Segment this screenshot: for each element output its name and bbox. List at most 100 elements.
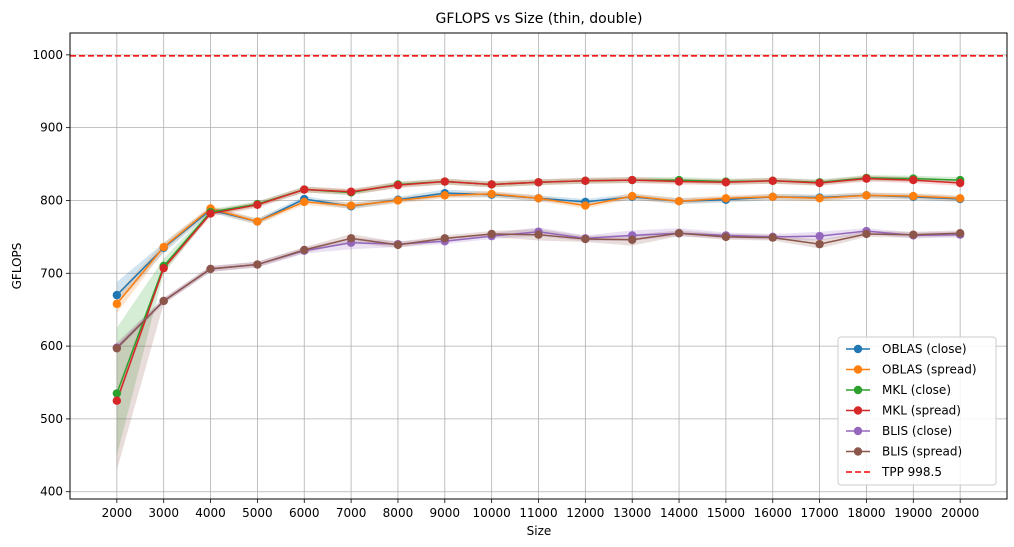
y-tick-label: 700 [40,266,63,280]
data-point [487,180,496,189]
x-tick-label: 8000 [383,506,414,520]
data-point [721,194,731,203]
data-point [112,299,122,309]
y-axis-label: GFLOPS [10,243,24,290]
data-point [909,175,918,185]
data-point [440,177,449,186]
legend-label: MKL (spread) [882,404,961,418]
x-tick-label: 7000 [336,506,367,520]
legend-label: BLIS (close) [882,424,952,438]
data-point [628,175,637,185]
data-point [206,264,215,274]
x-tick-label: 12000 [566,506,604,520]
data-point [534,230,543,239]
y-axis: 400 500 600 700 800 900 1000 [32,48,70,499]
x-tick-label: 2000 [102,506,133,520]
data-point [768,233,777,242]
legend-label: BLIS (spread) [882,445,962,459]
y-tick-label: 600 [40,339,63,353]
data-point [721,232,731,242]
data-point [581,176,590,186]
data-point [628,191,637,201]
data-point [581,234,590,244]
x-axis-label: Size [527,524,552,538]
y-tick-label: 1000 [32,48,63,62]
x-tick-label: 5000 [242,506,273,520]
data-point [862,229,871,239]
data-point [534,178,543,187]
x-tick-label: 17000 [801,506,839,520]
data-point [581,201,590,210]
data-point [206,209,215,218]
legend-box [837,336,997,486]
data-point [955,229,965,238]
x-tick-label: 16000 [754,506,792,520]
x-tick-label: 14000 [660,506,698,520]
data-point [768,176,777,186]
data-point [721,178,731,187]
data-point [300,197,309,207]
legend-label: TPP 998.5 [881,465,942,479]
x-tick-label: 20000 [941,506,979,520]
data-point [909,191,918,201]
data-point [628,235,637,244]
x-tick-label: 13000 [613,506,651,520]
data-point [300,245,309,255]
data-point [815,178,824,188]
data-point [955,194,965,203]
legend-marker [853,385,863,395]
data-point [440,234,449,243]
y-tick-label: 800 [40,193,63,207]
data-point [674,229,684,238]
x-tick-label: 9000 [430,506,461,520]
data-point [862,174,871,183]
data-point [346,234,356,243]
x-tick-label: 11000 [519,506,557,520]
y-tick-label: 500 [40,412,63,426]
data-point [815,239,824,249]
data-point [815,194,824,203]
x-tick-label: 19000 [894,506,932,520]
y-tick-label: 900 [40,121,63,135]
data-point [346,201,356,210]
data-point [487,189,496,199]
x-tick-label: 6000 [289,506,320,520]
data-point [253,200,262,210]
data-point [862,191,871,200]
data-point [487,229,496,239]
legend-label: OBLAS (spread) [882,363,977,377]
x-tick-label: 3000 [148,506,179,520]
data-point [159,296,168,306]
legend-marker [853,344,863,354]
data-point [815,231,824,241]
data-point [159,263,168,273]
x-tick-label: 4000 [195,506,226,520]
data-point [346,187,356,196]
data-point [159,242,168,252]
x-tick-label: 18000 [847,506,885,520]
data-point [393,196,403,205]
data-point [440,191,449,200]
series-points [112,173,965,405]
data-point [534,194,543,203]
legend-label: OBLAS (close) [882,342,967,356]
grid [70,33,1007,499]
legend-marker [853,447,863,456]
data-point [393,180,403,190]
data-point [909,230,918,239]
legend-marker [853,365,863,374]
legend: OBLAS (close) OBLAS (spread) MKL (close) MK… [837,336,997,486]
data-point [253,217,262,226]
data-point [112,290,122,300]
data-point [112,396,122,405]
data-point [112,389,122,398]
x-tick-label: 15000 [707,506,745,520]
y-tick-label: 400 [40,485,63,499]
x-tick-label: 10000 [473,506,511,520]
legend-label: MKL (close) [882,383,951,397]
data-point [955,178,965,188]
data-point [674,177,684,186]
data-point [768,192,777,202]
data-point [674,196,684,206]
